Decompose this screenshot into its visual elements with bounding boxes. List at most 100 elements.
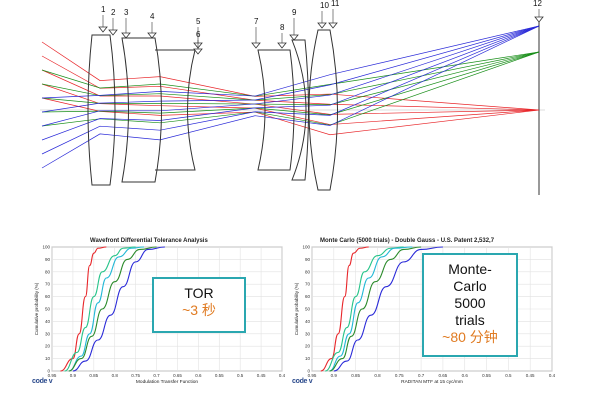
x-tick-label: 0.8: [112, 373, 119, 378]
ray-line: [41, 51, 540, 116]
surface-vertex-marker: [98, 26, 108, 33]
y-tick-label: 10: [45, 356, 51, 361]
monte-carlo-line-3: 5000: [454, 295, 486, 311]
surface-label: 2: [111, 8, 116, 17]
y-tick-label: 30: [305, 331, 311, 336]
series-line: [333, 246, 443, 372]
x-tick-label: 0.5: [505, 373, 512, 378]
y-tick-label: 30: [45, 331, 51, 336]
y-tick-label: 40: [305, 319, 311, 324]
ray-line: [41, 83, 540, 125]
surface-label: 3: [124, 8, 129, 17]
x-tick-label: 0.95: [308, 373, 317, 378]
x-axis-label: RADITAN MTF at 15 cyc/mm: [401, 379, 463, 385]
surface-vertex-marker: [251, 42, 261, 49]
x-tick-label: 0.65: [173, 373, 182, 378]
surface-label: 7: [254, 17, 259, 26]
lens-element-3: [155, 49, 196, 171]
codev-logo: code v: [292, 378, 313, 385]
x-tick-label: 0.55: [215, 373, 224, 378]
ray-line: [41, 97, 540, 136]
codev-logo: code v: [32, 378, 53, 385]
surface-vertex-marker: [121, 32, 131, 39]
series-line: [329, 246, 422, 372]
series-line: [320, 246, 369, 372]
x-tick-label: 0.65: [439, 373, 448, 378]
x-tick-label: 0.45: [257, 373, 266, 378]
x-tick-label: 0.4: [549, 373, 556, 378]
x-tick-label: 0.9: [331, 373, 338, 378]
monte-carlo-annotation-box: Monte- Carlo 5000 trials ~80 分钟: [422, 253, 518, 357]
x-tick-label: 0.55: [482, 373, 491, 378]
surface-label: 1: [101, 5, 106, 14]
x-axis-label: Modulation Transfer Function: [136, 379, 198, 385]
surface-vertex-marker: [193, 48, 203, 55]
y-tick-label: 20: [45, 344, 51, 349]
y-tick-label: 0: [47, 369, 50, 374]
series-line: [64, 246, 136, 372]
tor-time-label: ~3 秒: [182, 302, 216, 318]
y-tick-label: 50: [45, 307, 51, 312]
y-tick-label: 80: [305, 269, 311, 274]
y-tick-label: 60: [45, 294, 51, 299]
x-tick-label: 0.8: [374, 373, 381, 378]
lens-element-1: [87, 34, 116, 186]
surface-vertex-marker: [289, 34, 299, 41]
ray-line: [41, 25, 540, 169]
monte-carlo-line-2: Carlo: [453, 278, 487, 294]
y-tick-label: 90: [305, 257, 311, 262]
ray-line: [41, 25, 540, 155]
monte-carlo-line-1: Monte-: [448, 261, 492, 277]
series-line: [72, 246, 165, 372]
surface-vertex-marker: [317, 22, 327, 29]
monte-carlo-time-label: ~80 分钟: [442, 329, 498, 345]
y-axis-label: Cumulative probability (%): [34, 282, 39, 335]
y-tick-label: 70: [305, 282, 311, 287]
y-tick-label: 100: [302, 245, 310, 250]
x-tick-label: 0.7: [418, 373, 425, 378]
surface-vertex-marker: [328, 22, 338, 29]
ray-line: [41, 51, 540, 106]
lens-element-4: [257, 49, 295, 171]
y-tick-label: 40: [45, 319, 51, 324]
surface-label: 11: [331, 0, 340, 8]
y-tick-label: 0: [307, 369, 310, 374]
chart-title: Wavefront Differential Tolerance Analysi…: [90, 238, 208, 244]
ray-line: [41, 69, 540, 115]
surface-label: 12: [533, 0, 542, 8]
surface-label: 10: [320, 1, 329, 10]
ray-line: [41, 25, 540, 99]
x-tick-label: 0.9: [70, 373, 77, 378]
surface-label: 9: [292, 8, 297, 17]
surface-vertex-marker: [534, 16, 544, 23]
tor-label: TOR: [184, 285, 214, 301]
ray-line: [41, 51, 540, 127]
x-tick-label: 0.85: [351, 373, 360, 378]
y-tick-label: 70: [45, 282, 51, 287]
ray-line: [41, 25, 540, 113]
chart-title: Monte Carlo (5000 trials) - Double Gauss…: [320, 238, 495, 244]
y-tick-label: 80: [45, 269, 51, 274]
ray-line: [41, 55, 540, 111]
monte-carlo-chart-panel: Monte Carlo (5000 trials) - Double Gauss…: [290, 233, 558, 393]
surface-label: 6: [196, 30, 201, 39]
ray-line: [41, 51, 540, 97]
y-tick-label: 50: [305, 307, 311, 312]
lens-element-6: [308, 29, 338, 191]
x-tick-label: 0.6: [195, 373, 202, 378]
series-line: [329, 246, 413, 372]
x-tick-label: 0.6: [462, 373, 469, 378]
x-tick-label: 0.75: [395, 373, 404, 378]
x-tick-label: 0.95: [48, 373, 57, 378]
y-tick-label: 100: [42, 245, 50, 250]
surface-vertex-marker: [108, 29, 118, 36]
series-line: [60, 246, 107, 372]
y-tick-label: 90: [45, 257, 51, 262]
series-line: [324, 246, 404, 372]
y-tick-label: 60: [305, 294, 311, 299]
ray-line: [41, 41, 540, 111]
surface-label: 8: [280, 23, 285, 32]
surface-vertex-marker: [147, 32, 157, 39]
tolerance-chart-panel: Wavefront Differential Tolerance Analysi…: [30, 233, 288, 393]
